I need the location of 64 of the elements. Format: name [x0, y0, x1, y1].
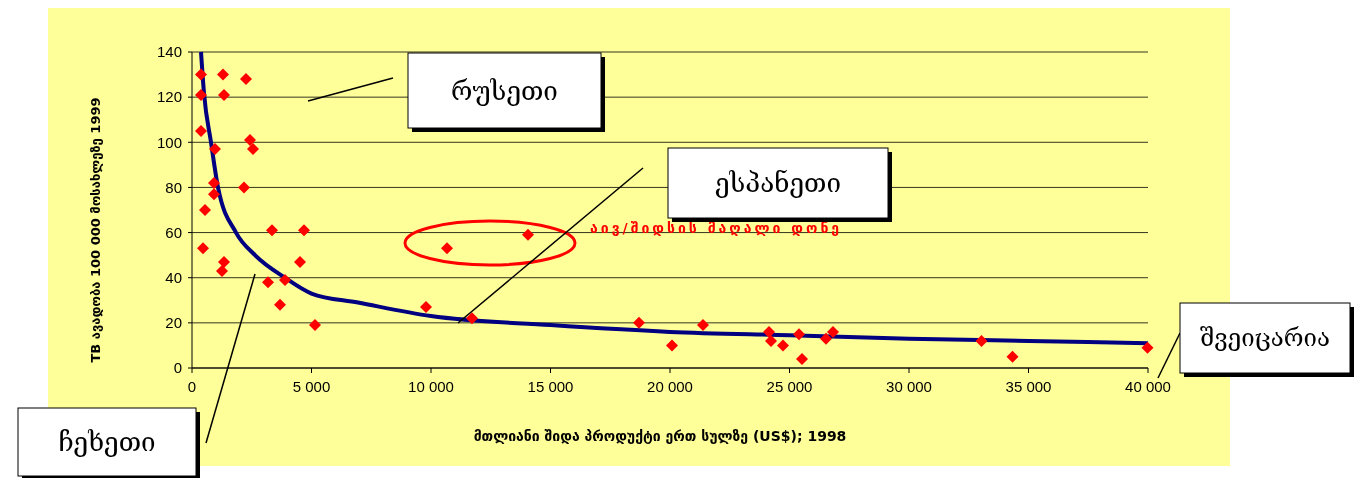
x-tick-label: 15 000	[527, 378, 574, 395]
x-tick-label: 30 000	[886, 378, 932, 395]
point	[217, 68, 229, 81]
point	[777, 339, 789, 352]
annotation: ესპანეთი	[715, 168, 841, 199]
point	[244, 134, 257, 147]
point	[294, 255, 306, 268]
point	[792, 328, 805, 341]
point	[215, 264, 228, 277]
point	[820, 332, 832, 345]
annotation: აივ/შიდსის მაღალი დონე	[590, 220, 843, 236]
x-axis-title: მთლიანი შიდა პროდუქტი ერთ სულზე (US$); 1998	[473, 428, 847, 444]
point	[762, 325, 775, 338]
y-tick-label: 40	[165, 268, 182, 286]
point	[765, 334, 777, 347]
point	[207, 176, 220, 189]
point	[196, 242, 209, 255]
point	[218, 88, 230, 101]
y-tick-label: 120	[156, 88, 182, 106]
point	[265, 224, 278, 237]
x-tick-label: 5 000	[292, 378, 331, 395]
point	[827, 325, 839, 338]
x-tick-label: 20 000	[647, 378, 693, 395]
point	[697, 319, 710, 332]
point	[239, 73, 252, 86]
point	[466, 312, 479, 325]
point	[666, 339, 679, 352]
point	[419, 301, 432, 314]
y-tick-label: 140	[156, 43, 182, 61]
point	[195, 88, 208, 101]
point	[195, 68, 208, 81]
point	[298, 224, 310, 237]
x-tick-label: 25 000	[766, 378, 813, 395]
text: ჩეხეთი	[58, 427, 156, 458]
text: შვეიცარია	[1200, 324, 1330, 353]
y-tick-label: 20	[165, 314, 182, 332]
x-tick-label: 0	[187, 378, 197, 395]
point	[238, 181, 251, 194]
y-tick-label: 0	[173, 359, 182, 377]
point	[440, 242, 453, 255]
x-tick-label: 35 000	[1005, 378, 1052, 395]
point	[207, 188, 220, 201]
y-axis-title: TB ავადობა 100 000 მოსახლეზე 1999	[88, 97, 103, 363]
point	[796, 352, 808, 365]
y-tick-label: 80	[165, 178, 182, 196]
point	[208, 143, 221, 156]
point	[274, 298, 286, 311]
annotation: რუსეთი	[451, 75, 558, 106]
y-tick-label: 100	[156, 133, 182, 151]
point	[308, 319, 321, 332]
point	[218, 255, 230, 268]
point	[1006, 350, 1019, 363]
point	[1141, 341, 1154, 354]
point	[975, 334, 988, 347]
point	[199, 204, 211, 216]
point	[522, 228, 535, 241]
point	[262, 276, 274, 289]
y-tick-label: 60	[165, 223, 182, 241]
point	[278, 273, 291, 286]
point	[246, 143, 259, 156]
point	[633, 316, 645, 329]
point	[195, 125, 208, 137]
x-tick-label: 10 000	[408, 378, 454, 395]
x-tick-label: 40 000	[1125, 378, 1171, 395]
